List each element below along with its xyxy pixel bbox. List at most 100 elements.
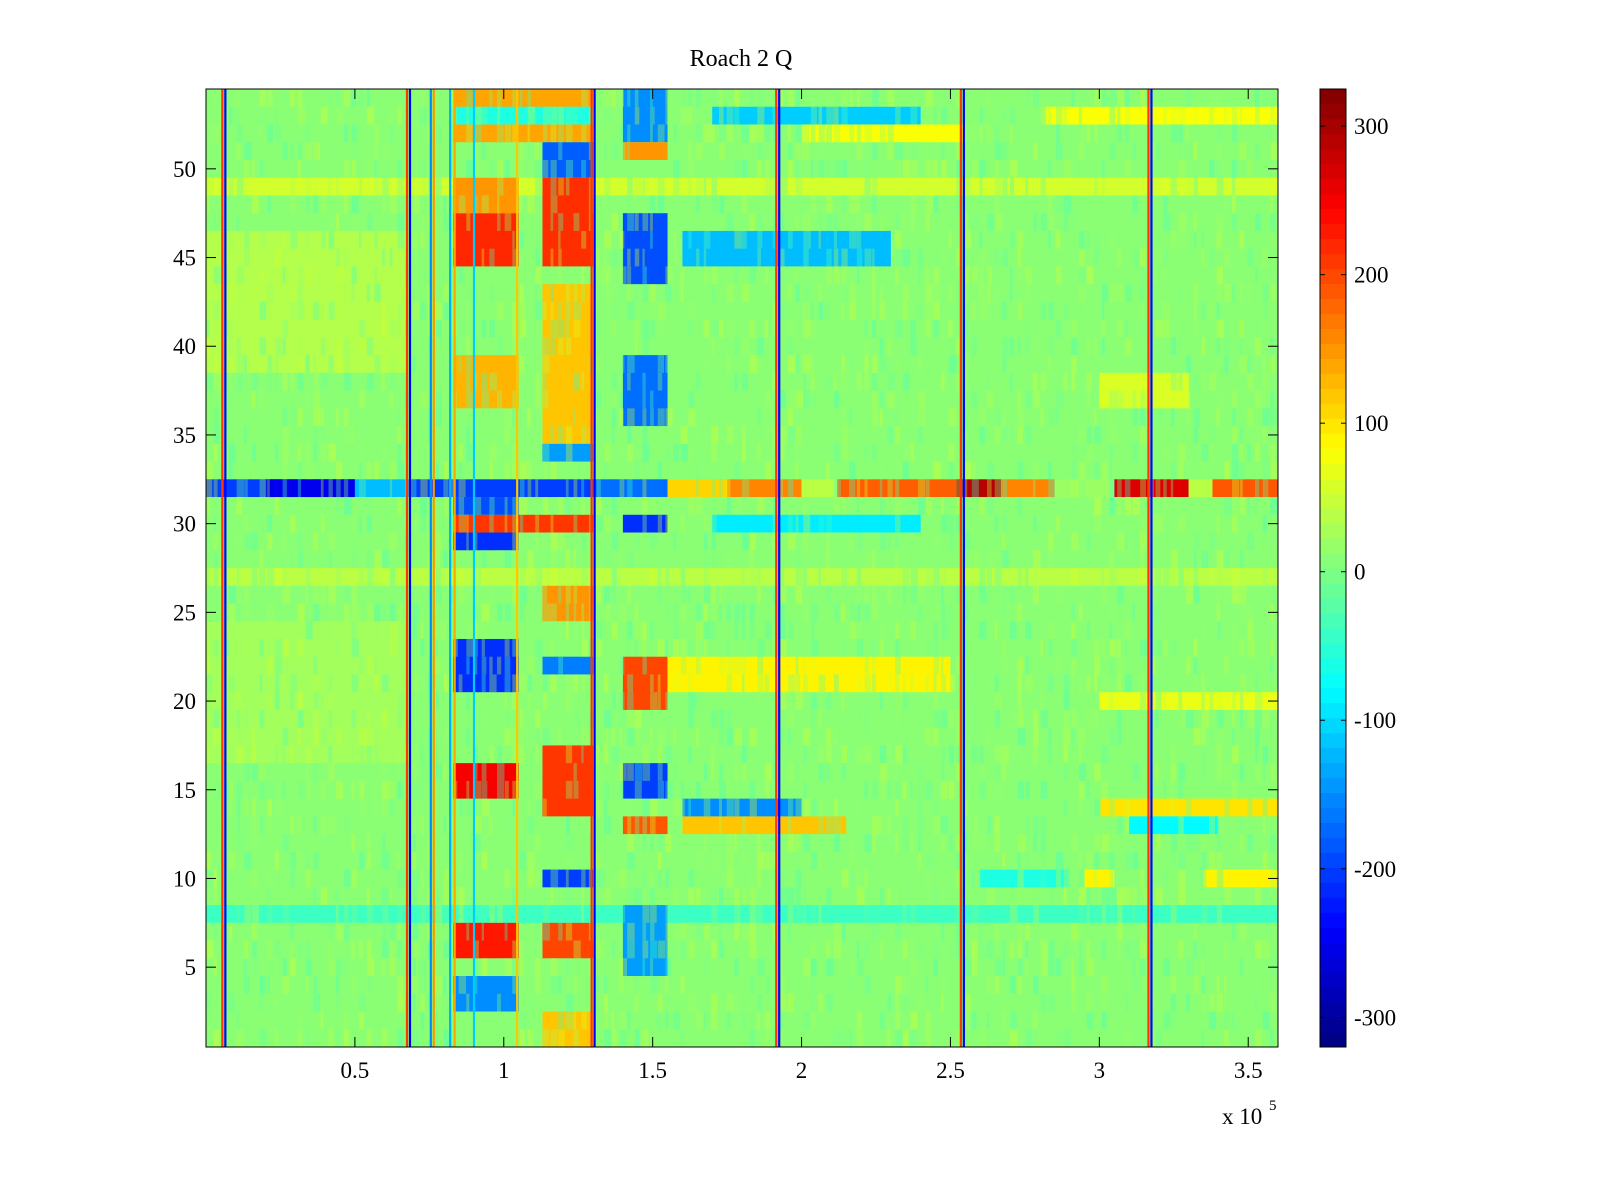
heatmap-texture-strip xyxy=(1017,656,1024,675)
heatmap-texture-strip xyxy=(206,1011,211,1030)
heatmap-texture-strip xyxy=(933,816,941,835)
heatmap-texture-strip xyxy=(642,869,647,888)
heatmap-texture-strip xyxy=(1025,958,1028,977)
heatmap-texture-strip xyxy=(1239,709,1243,728)
heatmap-texture-strip xyxy=(542,603,551,622)
heatmap-texture-strip xyxy=(604,1011,608,1030)
heatmap-texture-strip xyxy=(542,159,549,178)
heatmap-texture-strip xyxy=(251,443,256,462)
heatmap-texture-strip xyxy=(366,337,374,356)
heatmap-texture-strip xyxy=(979,763,986,781)
heatmap-texture-strip xyxy=(665,603,671,622)
heatmap-texture-strip xyxy=(1262,390,1266,409)
heatmap-texture-strip xyxy=(359,745,365,764)
heatmap-texture-strip xyxy=(787,922,791,941)
heatmap-texture-strip xyxy=(305,355,310,373)
heatmap-texture-strip xyxy=(948,940,955,959)
heatmap-texture-strip xyxy=(657,674,661,693)
heatmap-texture-strip xyxy=(1010,426,1015,444)
heatmap-texture-strip xyxy=(512,976,519,994)
heatmap-texture-strip xyxy=(642,177,645,196)
heatmap-texture-strip xyxy=(703,922,710,941)
heatmap-texture-strip xyxy=(933,319,939,338)
heatmap-texture-strip xyxy=(527,124,530,143)
heatmap-texture-strip xyxy=(466,993,470,1012)
heatmap-texture-strip xyxy=(1132,497,1141,515)
heatmap-texture-strip xyxy=(941,709,948,728)
heatmap-texture-strip xyxy=(688,230,692,249)
heatmap-texture-strip xyxy=(1032,372,1038,391)
heatmap-texture-strip xyxy=(565,834,574,852)
heatmap-texture-strip xyxy=(1094,89,1102,107)
heatmap-texture-strip xyxy=(458,461,463,480)
heatmap-texture-strip xyxy=(297,1029,303,1047)
heatmap-texture-strip xyxy=(1025,426,1032,444)
heatmap-texture-strip xyxy=(688,638,691,657)
heatmap-texture-strip xyxy=(1055,319,1062,338)
heatmap-texture-strip xyxy=(726,372,733,391)
heatmap-texture-strip xyxy=(1055,1029,1061,1047)
heatmap-texture-strip xyxy=(558,922,563,941)
heatmap-texture-strip xyxy=(918,266,921,285)
heatmap-texture-strip xyxy=(803,568,807,586)
y-tick-label: 45 xyxy=(173,246,196,271)
heatmap-texture-strip xyxy=(964,372,968,391)
heatmap-texture-strip xyxy=(320,230,327,249)
heatmap-texture-strip xyxy=(1216,408,1220,427)
heatmap-texture-strip xyxy=(711,621,716,639)
heatmap-texture-strip xyxy=(366,603,374,622)
heatmap-texture-strip xyxy=(711,177,717,196)
heatmap-block xyxy=(712,514,921,533)
heatmap-texture-strip xyxy=(221,692,227,710)
heatmap-texture-strip xyxy=(933,284,940,302)
heatmap-texture-strip xyxy=(290,230,298,249)
heatmap-texture-strip xyxy=(1193,727,1201,746)
heatmap-texture-strip xyxy=(382,780,390,799)
heatmap-texture-strip xyxy=(1132,763,1140,781)
heatmap-texture-strip xyxy=(389,958,395,977)
heatmap-texture-strip xyxy=(604,745,609,764)
heatmap-texture-strip xyxy=(726,674,733,693)
heatmap-texture-strip xyxy=(611,372,617,391)
heatmap-block xyxy=(837,479,957,498)
heatmap-texture-strip xyxy=(489,514,494,533)
heatmap-texture-strip xyxy=(228,780,234,799)
heatmap-texture-strip xyxy=(351,89,357,107)
heatmap-texture-strip xyxy=(611,568,618,586)
heatmap-texture-strip xyxy=(895,638,900,657)
heatmap-texture-strip xyxy=(1010,124,1013,143)
heatmap-texture-strip xyxy=(1071,674,1074,693)
heatmap-texture-strip xyxy=(1170,461,1177,480)
heatmap-texture-strip xyxy=(206,656,211,675)
heatmap-texture-strip xyxy=(481,922,485,941)
heatmap-texture-strip xyxy=(887,532,892,551)
heatmap-texture-strip xyxy=(512,958,517,977)
heatmap-texture-strip xyxy=(703,266,709,285)
heatmap-texture-strip xyxy=(1078,479,1086,498)
heatmap-texture-strip xyxy=(902,497,910,515)
heatmap-texture-strip xyxy=(856,213,862,231)
heatmap-texture-strip xyxy=(719,195,725,214)
heatmap-texture-strip xyxy=(1262,426,1266,444)
heatmap-texture-strip xyxy=(343,585,351,604)
heatmap-texture-strip xyxy=(680,1029,684,1047)
heatmap-texture-strip xyxy=(1193,372,1200,391)
heatmap-texture-strip xyxy=(336,106,343,125)
heatmap-texture-strip xyxy=(1078,727,1086,746)
heatmap-texture-strip xyxy=(902,443,909,462)
heatmap-texture-strip xyxy=(810,390,817,409)
heatmap-texture-strip xyxy=(320,727,328,746)
heatmap-texture-strip xyxy=(657,692,661,710)
heatmap-texture-strip xyxy=(780,124,783,143)
heatmap-texture-strip xyxy=(1155,1029,1162,1047)
heatmap-texture-strip xyxy=(642,638,646,657)
heatmap-texture-strip xyxy=(336,213,340,231)
heatmap-texture-strip xyxy=(764,976,771,994)
heatmap-texture-strip xyxy=(420,514,426,533)
heatmap-texture-strip xyxy=(466,355,471,373)
heatmap-texture-strip xyxy=(987,585,991,604)
heatmap-texture-strip xyxy=(251,284,259,302)
heatmap-texture-strip xyxy=(879,213,886,231)
heatmap-texture-strip xyxy=(711,195,719,214)
heatmap-texture-strip xyxy=(948,319,953,338)
